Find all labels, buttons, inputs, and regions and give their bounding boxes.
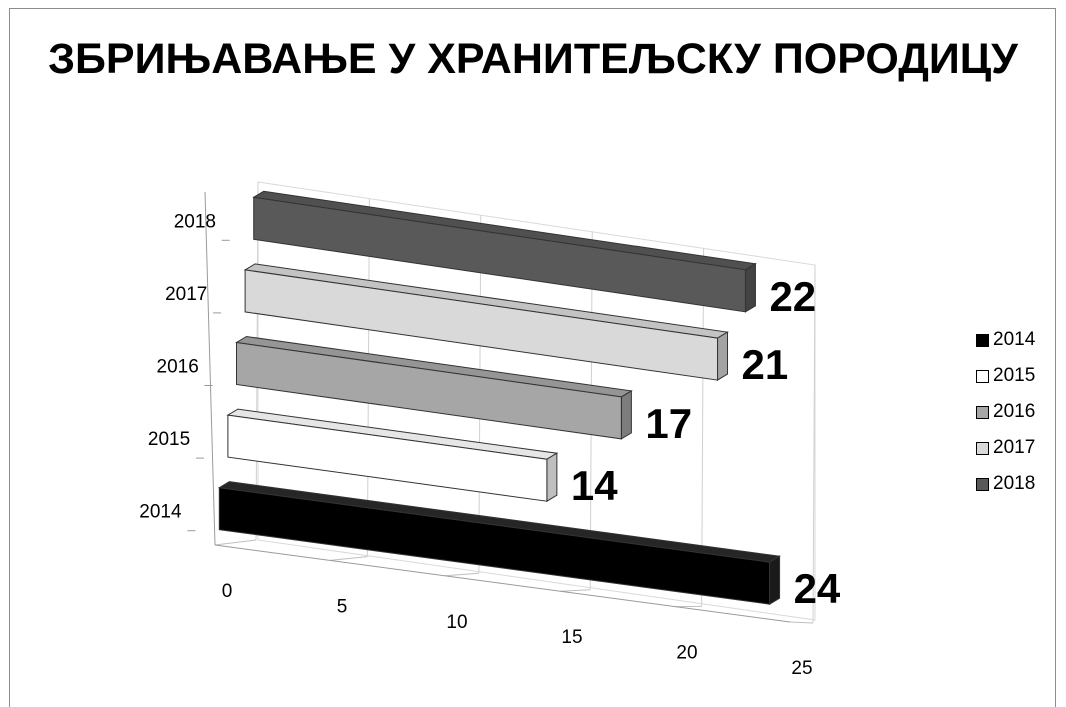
legend-swatch-2015 bbox=[976, 369, 989, 383]
data-label-2018: 22 bbox=[769, 273, 816, 320]
data-label-2015: 14 bbox=[571, 462, 618, 509]
floor-gridline-5 bbox=[329, 556, 368, 561]
data-label-2016: 17 bbox=[645, 400, 692, 447]
x-tick-label-20: 20 bbox=[676, 643, 697, 664]
legend-label-2016: 2016 bbox=[993, 401, 1036, 422]
legend-item-2015: 2015 bbox=[976, 358, 1035, 394]
legend-swatch-2014 bbox=[976, 333, 989, 347]
legend-item-2014: 2014 bbox=[976, 322, 1035, 358]
legend-item-2018: 2018 bbox=[976, 466, 1035, 502]
bar-end-2015 bbox=[546, 452, 558, 503]
y-category-label-2016: 2016 bbox=[157, 357, 199, 378]
y-category-label-2014: 2014 bbox=[139, 502, 182, 523]
x-tick-label-0: 0 bbox=[222, 581, 233, 602]
legend-label-2015: 2015 bbox=[993, 365, 1036, 386]
bar-end-2016 bbox=[620, 390, 632, 440]
legend-label-2017: 2017 bbox=[993, 437, 1036, 458]
chart-frame bbox=[9, 8, 1056, 707]
legend-swatch-2018 bbox=[976, 477, 989, 491]
y-category-label-2017: 2017 bbox=[165, 284, 207, 305]
bar-end-2017 bbox=[717, 331, 729, 381]
chart-title: ЗБРИЊАВАЊЕ У ХРАНИТЕЉСКУ ПОРОДИЦУ bbox=[48, 35, 1018, 83]
bar-end-2018 bbox=[744, 262, 756, 313]
y-category-label-2015: 2015 bbox=[148, 429, 190, 450]
bar-2016 bbox=[236, 341, 622, 440]
legend-swatch-2017 bbox=[976, 441, 989, 455]
x-tick-label-10: 10 bbox=[446, 612, 467, 633]
x-axis-line bbox=[214, 544, 791, 623]
bar-end-2014 bbox=[769, 555, 781, 606]
y-category-label-2018: 2018 bbox=[174, 211, 216, 232]
data-label-2014: 24 bbox=[794, 565, 841, 612]
data-label-2017: 21 bbox=[742, 341, 789, 388]
bar-2014 bbox=[218, 487, 771, 605]
floor-gridline-15 bbox=[559, 589, 591, 592]
floor-gridline-0 bbox=[214, 539, 257, 546]
gridline-25 bbox=[812, 264, 816, 624]
legend-swatch-2016 bbox=[976, 405, 989, 419]
floor-gridline-25 bbox=[789, 621, 814, 624]
legend-item-2016: 2016 bbox=[976, 394, 1035, 430]
x-tick-label-25: 25 bbox=[791, 658, 812, 679]
y-axis-line bbox=[204, 191, 216, 546]
legend-item-2017: 2017 bbox=[976, 430, 1035, 466]
x-tick-label-5: 5 bbox=[337, 596, 348, 617]
legend-label-2018: 2018 bbox=[993, 473, 1036, 494]
x-tick-label-15: 15 bbox=[561, 627, 582, 648]
chart-legend: 2014 2015 2016 2017 2018 bbox=[976, 322, 1035, 502]
legend-label-2014: 2014 bbox=[993, 329, 1036, 350]
bar-2018 bbox=[253, 196, 746, 313]
floor-gridline-10 bbox=[444, 572, 479, 577]
bar-2017 bbox=[244, 269, 719, 381]
bar-2015 bbox=[227, 414, 548, 502]
